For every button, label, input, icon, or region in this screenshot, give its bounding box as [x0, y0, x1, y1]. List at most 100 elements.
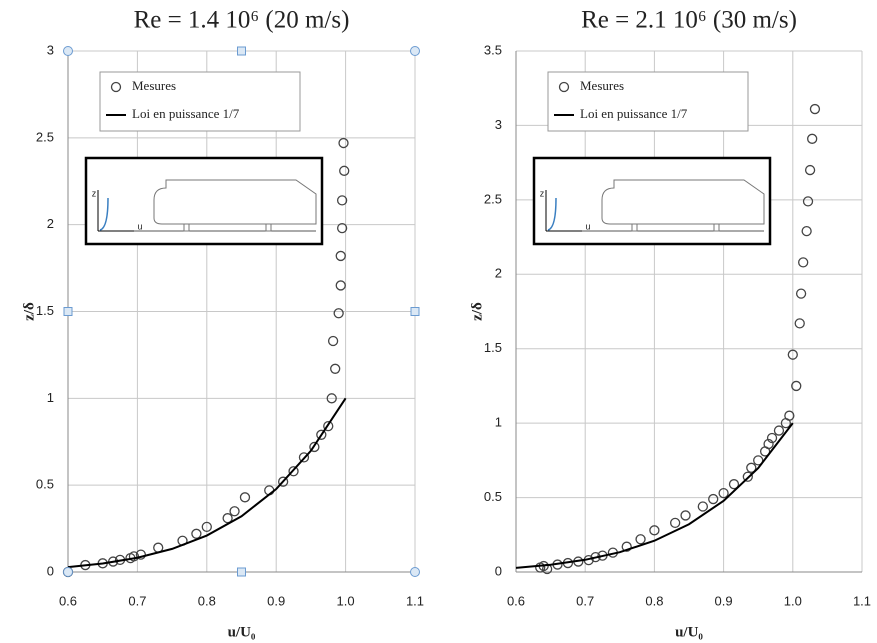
data-point	[718, 487, 729, 499]
legend-label: Mesures	[580, 78, 624, 93]
chart-title: Re = 2.1 10⁶ (30 m/s)	[581, 7, 797, 34]
inset-train	[153, 179, 317, 225]
power-law-line	[67, 397, 347, 569]
selection-handle	[237, 567, 246, 577]
selection-handle	[410, 46, 420, 56]
power-law-line	[515, 422, 794, 569]
y-tick-label: 1	[47, 390, 54, 405]
data-point	[288, 466, 299, 477]
data-point	[298, 452, 310, 463]
x-tick-label: 0.9	[715, 593, 733, 608]
data-point	[802, 196, 814, 207]
y-axis-label: z/δ	[469, 302, 485, 321]
data-point	[326, 393, 337, 404]
data-point	[746, 462, 757, 473]
inset-bogie	[713, 223, 720, 232]
data-point	[333, 308, 344, 319]
data-point	[309, 441, 320, 453]
y-tick-label: 2.5	[36, 129, 54, 144]
data-point	[787, 349, 798, 360]
data-point	[763, 438, 774, 450]
legend-label: Loi en puissance 1/7	[580, 106, 688, 121]
x-tick-label: 0.7	[576, 593, 594, 608]
inset-label: u	[137, 221, 142, 231]
y-tick-label: 1.5	[484, 340, 502, 355]
legend-box	[547, 71, 749, 132]
x-tick-label: 1.1	[853, 593, 871, 608]
data-point	[336, 195, 348, 206]
inset-bogie	[183, 223, 190, 232]
legend-swatch	[558, 81, 570, 93]
data-point	[670, 517, 681, 529]
x-tick-label: 0.9	[267, 593, 285, 608]
data-point	[791, 380, 802, 392]
y-tick-label: 1.5	[36, 303, 54, 318]
y-tick-label: 0	[47, 563, 54, 578]
data-point	[807, 133, 818, 144]
y-tick-label: 0	[495, 563, 502, 578]
data-point	[708, 493, 719, 505]
data-point	[277, 476, 289, 487]
data-point	[335, 250, 346, 262]
inset-label: z	[92, 188, 97, 198]
chart-title: Re = 1.4 10⁶ (20 m/s)	[134, 7, 350, 34]
x-tick-label: 0.8	[645, 593, 663, 608]
x-tick-label: 1.1	[406, 593, 424, 608]
data-point	[335, 280, 346, 291]
x-tick-label: 0.8	[198, 593, 216, 608]
selection-handle	[63, 567, 73, 577]
data-point	[191, 528, 202, 539]
inset-label: z	[540, 188, 545, 198]
y-tick-label: 0.5	[484, 489, 502, 504]
x-tick-label: 0.6	[59, 593, 77, 608]
data-point	[336, 222, 348, 234]
inset-label: u	[585, 221, 590, 231]
data-point	[809, 103, 821, 115]
x-axis-label: u/U₀	[675, 624, 703, 640]
legend-swatch	[110, 81, 122, 93]
data-point	[135, 549, 147, 560]
data-point	[338, 137, 349, 149]
data-point	[794, 318, 805, 329]
data-point	[621, 541, 632, 552]
legend-label: Loi en puissance 1/7	[132, 106, 240, 121]
data-point	[766, 432, 778, 444]
legend-label: Mesures	[132, 78, 176, 93]
selection-handle	[237, 46, 246, 56]
y-tick-label: 3.5	[484, 42, 502, 57]
y-tick-label: 2.5	[484, 191, 502, 206]
data-point	[801, 225, 812, 237]
inset-bogie	[631, 223, 638, 232]
data-point	[795, 288, 807, 299]
x-tick-label: 0.6	[507, 593, 525, 608]
data-point	[339, 165, 350, 176]
y-tick-label: 2	[495, 266, 502, 281]
inset-bogie	[265, 223, 272, 232]
y-tick-label: 3	[47, 42, 54, 57]
y-tick-label: 1	[495, 415, 502, 430]
data-point	[316, 429, 327, 440]
selection-handle	[410, 567, 420, 577]
x-axis-label: u/U₀	[228, 624, 256, 640]
data-point	[804, 164, 816, 176]
data-point	[330, 363, 341, 374]
data-point	[128, 551, 140, 562]
y-tick-label: 2	[47, 216, 54, 231]
data-point	[239, 492, 251, 503]
inset-profile	[99, 197, 109, 231]
data-point	[680, 510, 691, 521]
selection-handle	[63, 46, 73, 56]
selection-handle	[410, 307, 420, 316]
data-point	[773, 425, 785, 436]
data-point	[728, 479, 740, 490]
inset-profile	[547, 197, 557, 231]
data-point	[649, 525, 660, 536]
inset-train	[601, 179, 765, 225]
x-tick-label: 0.7	[128, 593, 146, 608]
inset-frame	[84, 156, 324, 246]
data-point	[697, 501, 708, 512]
data-point	[742, 471, 753, 482]
y-tick-label: 3	[495, 117, 502, 132]
y-axis-label: z/δ	[21, 302, 37, 321]
